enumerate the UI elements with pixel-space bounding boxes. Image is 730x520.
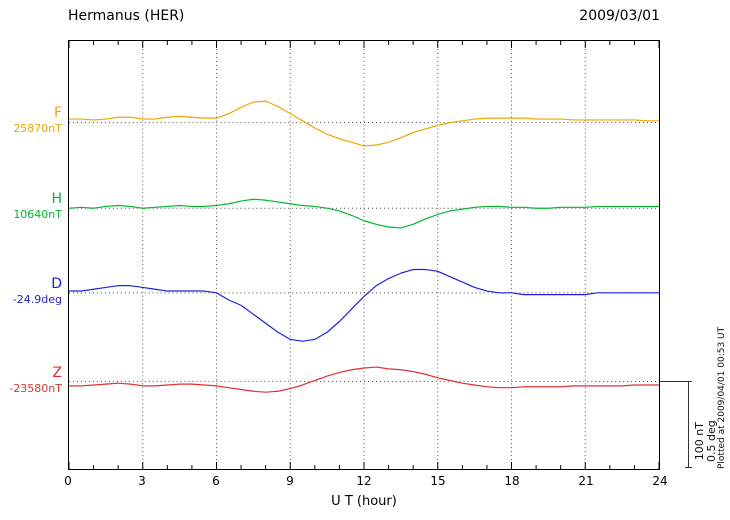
x-tick-label: 12 [356, 474, 372, 488]
scale-bar-vertical-line [688, 381, 689, 468]
plot-date: 2009/03/01 [579, 8, 660, 24]
plot-frame [68, 40, 660, 470]
plotted-at-note: Plotted at 2009/04/01 00:53 UT [717, 326, 727, 469]
x-tick-label: 15 [430, 474, 446, 488]
series-label-z: Z -23580nT [0, 364, 62, 395]
series-label-h: H 10640nT [0, 190, 62, 221]
scale-bar-connector-line [660, 381, 689, 382]
x-tick-label: 0 [64, 474, 72, 488]
series-name: F [53, 105, 62, 121]
x-tick-label: 6 [212, 474, 220, 488]
trace-H [69, 198, 659, 229]
series-baseline-value: 25870nT [13, 122, 62, 135]
x-axis-title: U T (hour) [331, 494, 397, 509]
magnetogram-plot [69, 41, 659, 469]
scale-bar-top-cap [685, 381, 692, 382]
x-tick-label: 18 [504, 474, 520, 488]
series-label-f: F 25870nT [0, 104, 62, 135]
series-baseline-value: -23580nT [9, 382, 62, 395]
scale-bar-bottom-cap [685, 467, 692, 468]
trace-Z [69, 366, 659, 393]
station-title: Hermanus (HER) [68, 8, 185, 24]
series-baseline-value: 10640nT [13, 208, 62, 221]
series-name: Z [52, 365, 62, 381]
series-name: D [51, 276, 62, 292]
x-tick-label: 3 [138, 474, 146, 488]
x-tick-label: 21 [578, 474, 594, 488]
scale-bar-label: 100 nT 0.5 deg [693, 420, 718, 462]
series-baseline-value: -24.9deg [12, 293, 62, 306]
trace-D [69, 268, 659, 342]
trace-F [69, 100, 659, 147]
series-name: H [51, 191, 62, 207]
series-label-d: D -24.9deg [0, 275, 62, 306]
x-tick-label: 9 [286, 474, 294, 488]
x-tick-label: 24 [652, 474, 668, 488]
